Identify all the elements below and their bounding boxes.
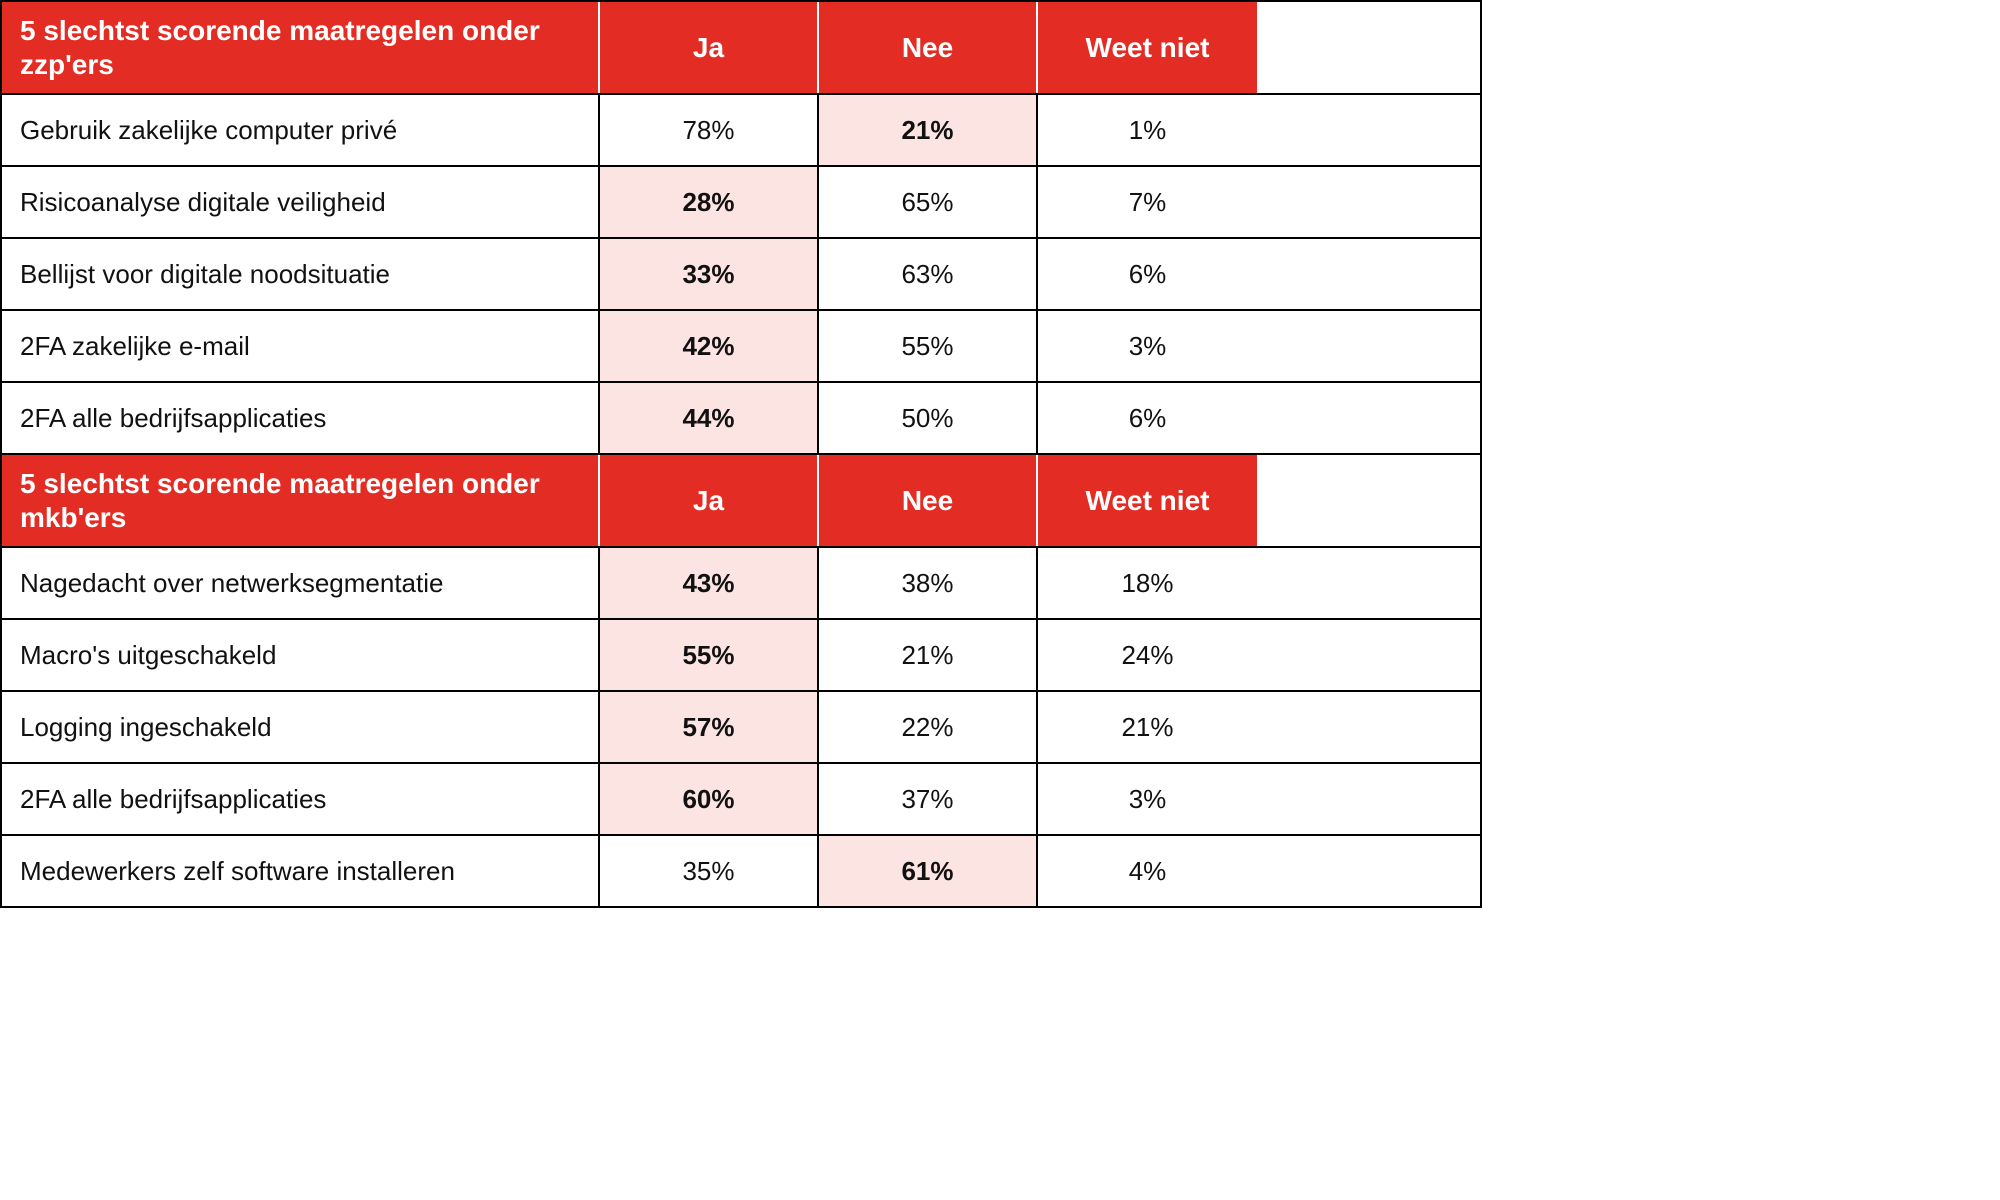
row-ja: 44% xyxy=(600,383,819,453)
row-nee: 65% xyxy=(819,167,1038,237)
header-nee: Nee xyxy=(819,2,1038,93)
table-row: Nagedacht over netwerksegmentatie 43% 38… xyxy=(2,548,1480,620)
row-ja: 60% xyxy=(600,764,819,834)
row-label: Macro's uitgeschakeld xyxy=(2,620,600,690)
table-row: 2FA alle bedrijfsapplicaties 60% 37% 3% xyxy=(2,764,1480,836)
table-row: 2FA zakelijke e-mail 42% 55% 3% xyxy=(2,311,1480,383)
header-title: 5 slechtst scorende maatregelen onder zz… xyxy=(2,2,600,93)
row-ja: 28% xyxy=(600,167,819,237)
header-title: 5 slechtst scorende maatregelen onder mk… xyxy=(2,455,600,546)
row-nee: 21% xyxy=(819,620,1038,690)
header-ja: Ja xyxy=(600,455,819,546)
row-label: Medewerkers zelf software installeren xyxy=(2,836,600,906)
row-ja: 33% xyxy=(600,239,819,309)
table-row: Risicoanalyse digitale veiligheid 28% 65… xyxy=(2,167,1480,239)
row-label: 2FA alle bedrijfsapplicaties xyxy=(2,383,600,453)
measures-table: 5 slechtst scorende maatregelen onder zz… xyxy=(0,0,1482,908)
table-row: Gebruik zakelijke computer privé 78% 21%… xyxy=(2,95,1480,167)
row-weet: 7% xyxy=(1038,167,1257,237)
row-ja: 55% xyxy=(600,620,819,690)
row-ja: 42% xyxy=(600,311,819,381)
section-header-mkb: 5 slechtst scorende maatregelen onder mk… xyxy=(2,455,1480,548)
table-row: Medewerkers zelf software installeren 35… xyxy=(2,836,1480,906)
table-row: Logging ingeschakeld 57% 22% 21% xyxy=(2,692,1480,764)
row-nee: 63% xyxy=(819,239,1038,309)
row-ja: 43% xyxy=(600,548,819,618)
row-nee: 61% xyxy=(819,836,1038,906)
row-weet: 6% xyxy=(1038,383,1257,453)
row-label: 2FA alle bedrijfsapplicaties xyxy=(2,764,600,834)
row-label: Gebruik zakelijke computer privé xyxy=(2,95,600,165)
header-weetniet: Weet niet xyxy=(1038,2,1257,93)
row-nee: 50% xyxy=(819,383,1038,453)
header-nee: Nee xyxy=(819,455,1038,546)
table-row: Bellijst voor digitale noodsituatie 33% … xyxy=(2,239,1480,311)
row-weet: 18% xyxy=(1038,548,1257,618)
row-nee: 55% xyxy=(819,311,1038,381)
row-label: Bellijst voor digitale noodsituatie xyxy=(2,239,600,309)
row-ja: 35% xyxy=(600,836,819,906)
table-row: Macro's uitgeschakeld 55% 21% 24% xyxy=(2,620,1480,692)
row-weet: 3% xyxy=(1038,311,1257,381)
row-label: 2FA zakelijke e-mail xyxy=(2,311,600,381)
row-weet: 21% xyxy=(1038,692,1257,762)
row-weet: 24% xyxy=(1038,620,1257,690)
row-weet: 1% xyxy=(1038,95,1257,165)
row-weet: 4% xyxy=(1038,836,1257,906)
row-ja: 78% xyxy=(600,95,819,165)
row-nee: 22% xyxy=(819,692,1038,762)
row-ja: 57% xyxy=(600,692,819,762)
row-label: Nagedacht over netwerksegmentatie xyxy=(2,548,600,618)
row-nee: 38% xyxy=(819,548,1038,618)
row-label: Logging ingeschakeld xyxy=(2,692,600,762)
header-weetniet: Weet niet xyxy=(1038,455,1257,546)
row-nee: 37% xyxy=(819,764,1038,834)
row-nee: 21% xyxy=(819,95,1038,165)
section-header-zzp: 5 slechtst scorende maatregelen onder zz… xyxy=(2,2,1480,95)
header-ja: Ja xyxy=(600,2,819,93)
row-weet: 6% xyxy=(1038,239,1257,309)
table-row: 2FA alle bedrijfsapplicaties 44% 50% 6% xyxy=(2,383,1480,455)
row-label: Risicoanalyse digitale veiligheid xyxy=(2,167,600,237)
row-weet: 3% xyxy=(1038,764,1257,834)
